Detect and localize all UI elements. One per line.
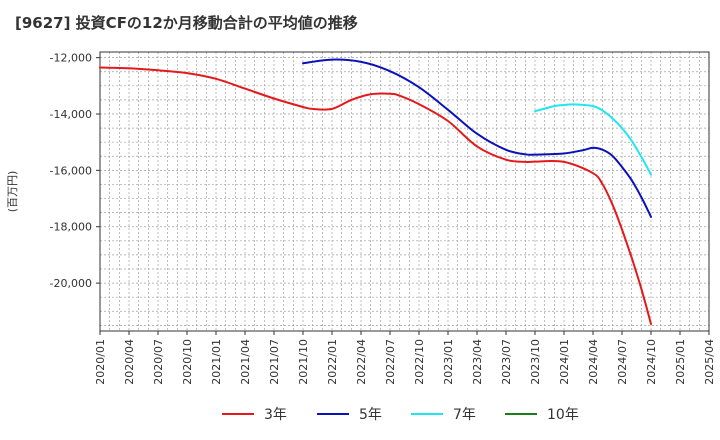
x-tick-label: 2022/10 xyxy=(413,339,426,385)
x-tick-label: 2021/10 xyxy=(297,339,310,385)
x-tick-label: 2024/01 xyxy=(558,339,571,385)
x-tick-label: 2024/04 xyxy=(587,339,600,385)
plot-border xyxy=(99,51,710,332)
x-tick-label: 2020/04 xyxy=(123,339,136,385)
series-line-1 xyxy=(99,66,652,325)
x-tick-label: 2020/10 xyxy=(181,339,194,385)
y-tick-label: -16,000 xyxy=(50,164,92,177)
plot-area xyxy=(100,52,709,331)
y-axis-label: (百万円) xyxy=(6,171,19,213)
series-line-2 xyxy=(302,58,652,218)
x-tick-label: 2021/01 xyxy=(210,339,223,385)
x-tick-label: 2022/01 xyxy=(326,339,339,385)
y-tick-label: -20,000 xyxy=(50,277,92,290)
legend-label: 7年 xyxy=(453,407,476,423)
chart-title: [9627] 投資CFの12か月移動合計の平均値の推移 xyxy=(15,14,358,32)
x-tick-label: 2025/01 xyxy=(674,339,687,385)
x-tick-label: 2022/04 xyxy=(355,339,368,385)
x-tick-label: 2020/07 xyxy=(152,339,165,385)
series-line-3 xyxy=(534,103,652,176)
x-tick-label: 2024/10 xyxy=(645,339,658,385)
y-tick-label: -12,000 xyxy=(50,52,92,65)
x-tick-label: 2025/04 xyxy=(703,339,716,385)
legend-label: 10年 xyxy=(547,407,579,423)
x-tick-label: 2022/07 xyxy=(384,339,397,385)
y-tick-label: -14,000 xyxy=(50,108,92,121)
legend-label: 3年 xyxy=(264,407,287,423)
x-tick-label: 2021/07 xyxy=(268,339,281,385)
x-tick-label: 2020/01 xyxy=(94,339,107,385)
x-tick-label: 2023/01 xyxy=(442,339,455,385)
legend-label: 5年 xyxy=(359,407,382,423)
x-tick-label: 2023/10 xyxy=(529,339,542,385)
x-tick-label: 2021/04 xyxy=(239,339,252,385)
y-tick-label: -18,000 xyxy=(50,221,92,234)
x-tick-label: 2023/04 xyxy=(471,339,484,385)
x-tick-label: 2024/07 xyxy=(616,339,629,385)
x-tick-label: 2023/07 xyxy=(500,339,513,385)
